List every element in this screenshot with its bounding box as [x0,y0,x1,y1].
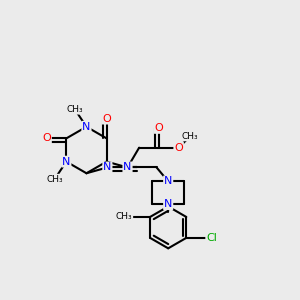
Text: CH₃: CH₃ [46,175,63,184]
Text: O: O [42,134,51,143]
Text: O: O [154,123,163,133]
Text: N: N [82,122,91,132]
Text: CH₃: CH₃ [182,132,199,141]
Text: N: N [103,162,112,172]
Text: N: N [62,157,70,166]
Text: N: N [123,162,132,172]
Text: Cl: Cl [206,233,217,243]
Text: O: O [174,143,183,153]
Text: CH₃: CH₃ [67,105,83,114]
Text: N: N [164,176,172,186]
Text: O: O [102,114,111,124]
Text: CH₃: CH₃ [116,212,132,221]
Text: N: N [164,199,172,209]
